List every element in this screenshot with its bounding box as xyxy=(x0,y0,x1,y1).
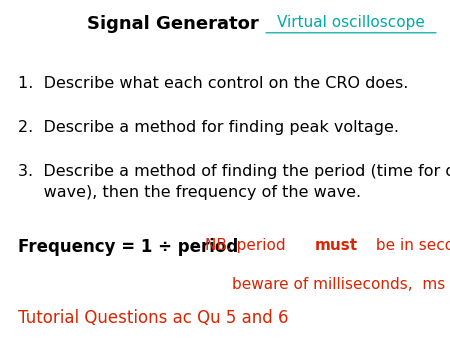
Text: 3.  Describe a method of finding the period (time for one
     wave), then the f: 3. Describe a method of finding the peri… xyxy=(18,164,450,200)
Text: beware of milliseconds,  ms: beware of milliseconds, ms xyxy=(232,277,445,292)
Text: must: must xyxy=(315,238,358,253)
Text: be in seconds,: be in seconds, xyxy=(371,238,450,253)
Text: Tutorial Questions ac Qu 5 and 6: Tutorial Questions ac Qu 5 and 6 xyxy=(18,309,288,327)
Text: NB. period: NB. period xyxy=(205,238,290,253)
Text: 1.  Describe what each control on the CRO does.: 1. Describe what each control on the CRO… xyxy=(18,76,409,91)
Text: 2.  Describe a method for finding peak voltage.: 2. Describe a method for finding peak vo… xyxy=(18,120,399,135)
Text: Virtual oscilloscope: Virtual oscilloscope xyxy=(277,15,425,30)
Text: Frequency = 1 ÷ period: Frequency = 1 ÷ period xyxy=(18,238,238,256)
Text: Signal Generator: Signal Generator xyxy=(87,15,259,33)
